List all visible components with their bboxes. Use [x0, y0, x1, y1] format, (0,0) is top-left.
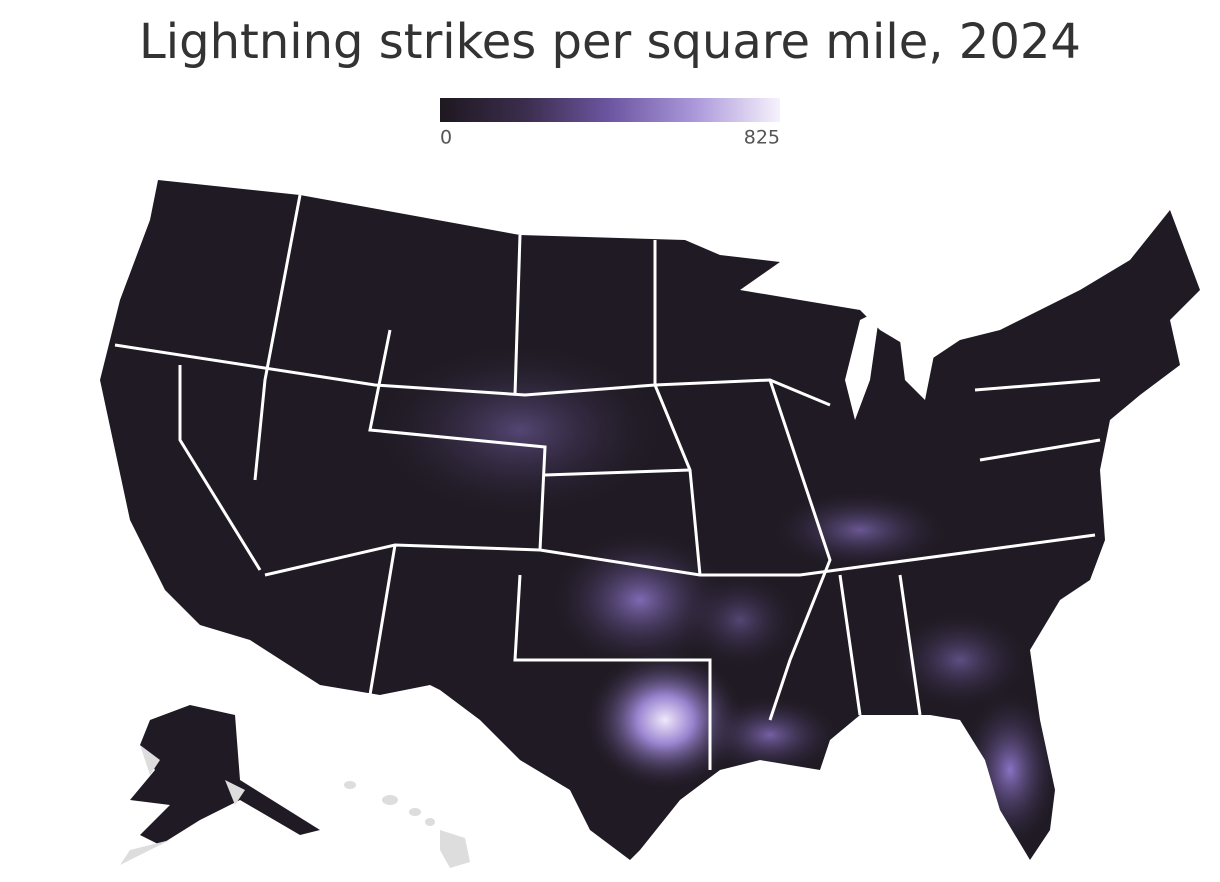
legend-max: 825	[744, 127, 780, 149]
intensity-shading	[370, 340, 1060, 850]
legend-bar	[440, 98, 780, 122]
contiguous-us	[100, 180, 1200, 860]
legend-min: 0	[440, 127, 452, 149]
state-borders	[114, 194, 1101, 770]
hawaii	[344, 781, 470, 868]
title: Lightning strikes per square mile, 2024	[139, 14, 1081, 70]
alaska	[130, 705, 320, 845]
great-lakes	[845, 310, 935, 420]
alaska-no-data	[120, 745, 245, 865]
